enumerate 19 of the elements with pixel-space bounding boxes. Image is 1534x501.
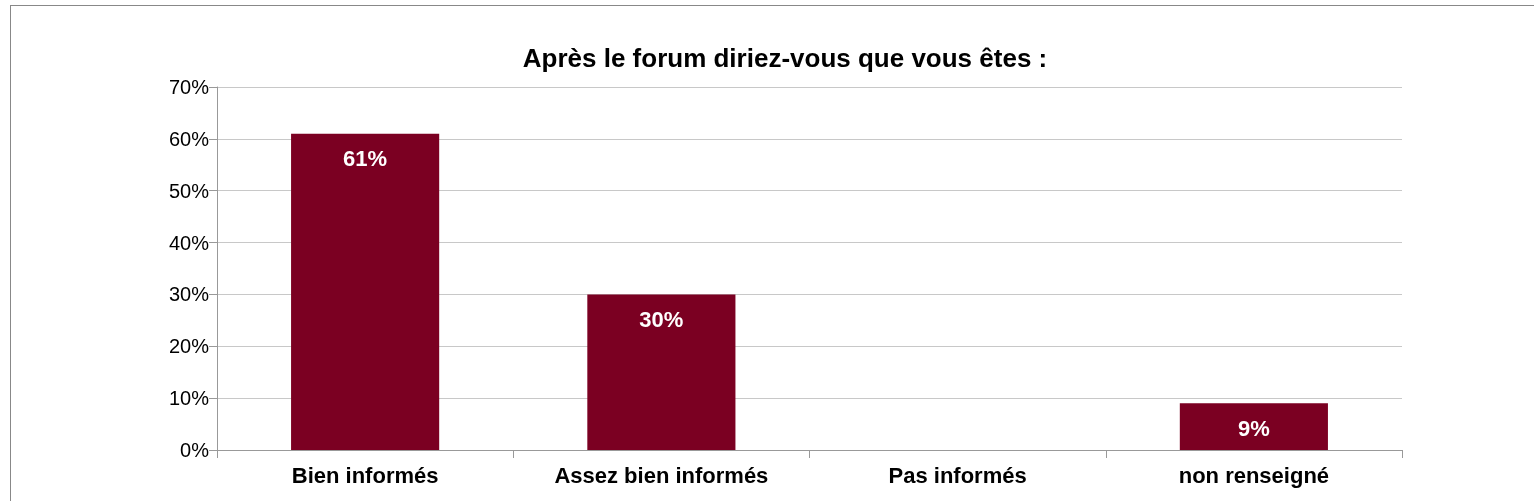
x-tick-label: Assez bien informés [554,462,769,488]
y-tick-label: 30% [168,283,210,306]
y-tick-label: 0% [180,439,210,461]
x-tick-label: Pas informés [888,462,1027,488]
data-label: 9% [1237,415,1270,441]
y-tick-label: 50% [168,179,210,202]
data-label: 30% [639,306,684,332]
bar [587,294,736,450]
y-tick-label: 20% [168,335,210,358]
bar [291,133,440,450]
y-tick-label: 10% [168,387,210,410]
y-tick-label: 60% [168,127,210,150]
y-tick-label: 40% [168,231,210,254]
y-tick-label: 70% [168,76,210,98]
chart-title: Après le forum diriez-vous que vous êtes : [522,43,1048,73]
x-tick-label: Bien informés [291,462,439,488]
x-tick-label: non renseigné [1178,462,1330,488]
data-label: 61% [343,146,388,172]
bar [1179,403,1328,450]
